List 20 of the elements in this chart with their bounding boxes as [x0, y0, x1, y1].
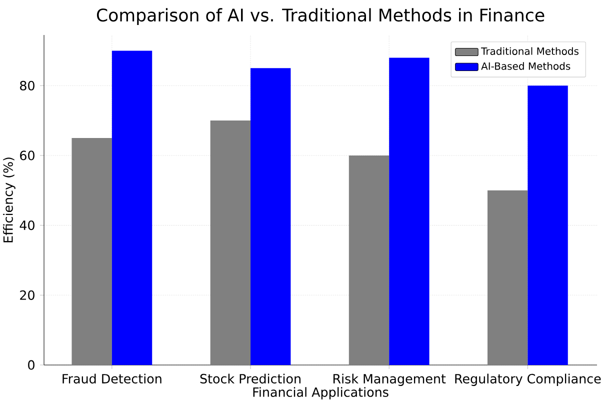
y-tick-label: 80	[20, 80, 34, 90]
bar	[528, 86, 568, 365]
chart-title: Comparison of AI vs. Traditional Methods in Finance	[96, 8, 544, 25]
y-tick-label: 20	[20, 290, 34, 300]
bar	[250, 68, 291, 365]
y-axis-title: Efficiency (%)	[3, 158, 16, 242]
x-tick-label: Regulatory Compliance	[455, 374, 601, 386]
legend-label: AI-Based Methods	[481, 62, 570, 70]
y-tick-label: 0	[28, 360, 34, 370]
x-tick-label: Stock Prediction	[200, 374, 300, 384]
x-tick-label: Fraud Detection	[62, 374, 162, 384]
y-tick-label: 60	[20, 150, 34, 160]
y-tick-label: 40	[20, 220, 34, 230]
x-tick-label: Risk Management	[333, 374, 446, 386]
bar	[348, 155, 390, 365]
bar	[112, 50, 152, 365]
x-axis-title: Financial Applications	[253, 387, 388, 400]
bar	[488, 190, 528, 365]
bar	[389, 58, 430, 365]
legend-label: Traditional Methods	[481, 47, 579, 55]
